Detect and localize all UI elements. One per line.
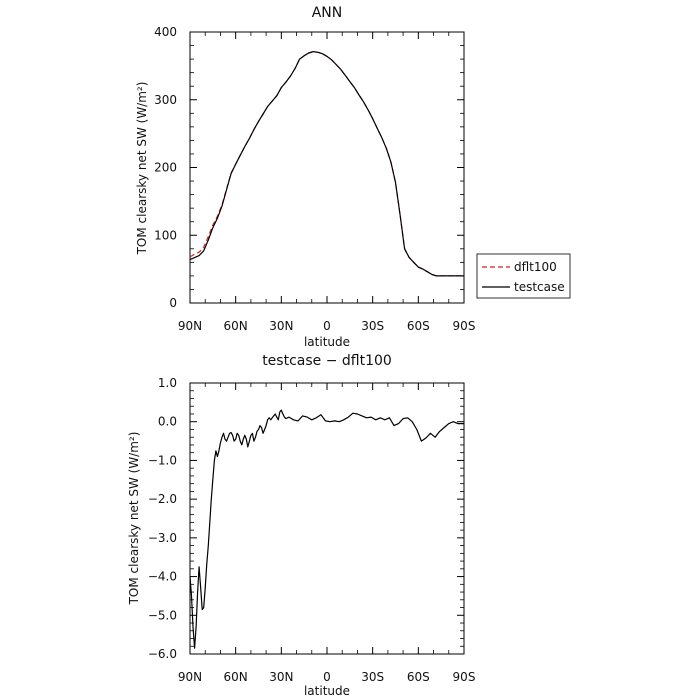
top-y-tick-label: 200 [154, 161, 177, 175]
top-y-axis-label: TOM clearsky net SW (W/m²) [135, 82, 149, 256]
top-series-line-testcase [189, 50, 464, 277]
top-x-tick-label: 60N [224, 319, 248, 333]
bottom-y-tick-label: −4.0 [148, 570, 177, 584]
bottom-x-tick-label: 90N [178, 670, 202, 684]
bottom-plot-frame [189, 382, 465, 655]
top-chart-title: ANN [312, 5, 343, 21]
top-y-tick-label: 300 [154, 93, 177, 107]
bottom-series-lines [189, 409, 464, 649]
top-axis-ticks: 90N 60N 30N 0 30S 60S 90S 0 100 200 300 400 [154, 25, 475, 333]
bottom-x-tick-label: 60N [224, 670, 248, 684]
legend-label-testcase: testcase [514, 280, 565, 294]
bottom-x-tick-label: 30N [269, 670, 293, 684]
bottom-chart-title: testcase − dflt100 [262, 353, 392, 369]
top-series-lines [189, 50, 464, 277]
bottom-y-tick-label: −2.0 [148, 492, 177, 506]
top-x-tick-label: 0 [323, 319, 331, 333]
bottom-panel: testcase − dflt100 90N 60N 30N 0 30S 60S 90S 1.… [127, 353, 475, 698]
legend-box [476, 253, 571, 299]
bottom-series-line-0 [189, 409, 464, 649]
top-y-tick-label: 100 [154, 228, 177, 242]
bottom-x-tick-label: 60S [407, 670, 430, 684]
legend: dflt100 testcase [476, 253, 571, 299]
bottom-x-tick-label: 30S [361, 670, 384, 684]
top-x-tick-label: 30N [269, 319, 293, 333]
top-x-axis-label: latitude [304, 335, 350, 349]
bottom-y-tick-label: 0.0 [158, 415, 177, 429]
top-series-line-dflt100 [189, 50, 464, 277]
legend-label-dflt100: dflt100 [514, 260, 557, 274]
top-panel: ANN 90N 60N 30N 0 30S 60S 90S 0 100 200 300 400 lat… [135, 5, 571, 349]
bottom-y-tick-label: −3.0 [148, 531, 177, 545]
top-plot-frame [189, 31, 465, 304]
top-y-tick-label: 0 [169, 296, 177, 310]
top-x-tick-label: 60S [407, 319, 430, 333]
bottom-axis-ticks: 90N 60N 30N 0 30S 60S 90S 1.0 0.0 −1.0 −2.0 −3.0 −4.… [148, 376, 476, 684]
bottom-x-tick-label: 0 [323, 670, 331, 684]
bottom-y-axis-label: TOM clearsky net SW (W/m²) [127, 432, 141, 606]
bottom-y-tick-label: −6.0 [148, 647, 177, 661]
top-y-tick-label: 400 [154, 25, 177, 39]
bottom-y-tick-label: −5.0 [148, 608, 177, 622]
top-x-tick-label: 30S [361, 319, 384, 333]
top-x-tick-label: 90S [453, 319, 476, 333]
bottom-x-axis-label: latitude [304, 684, 350, 698]
bottom-y-tick-label: 1.0 [158, 376, 177, 390]
bottom-x-tick-label: 90S [453, 670, 476, 684]
top-x-tick-label: 90N [178, 319, 202, 333]
bottom-y-tick-label: −1.0 [148, 453, 177, 467]
